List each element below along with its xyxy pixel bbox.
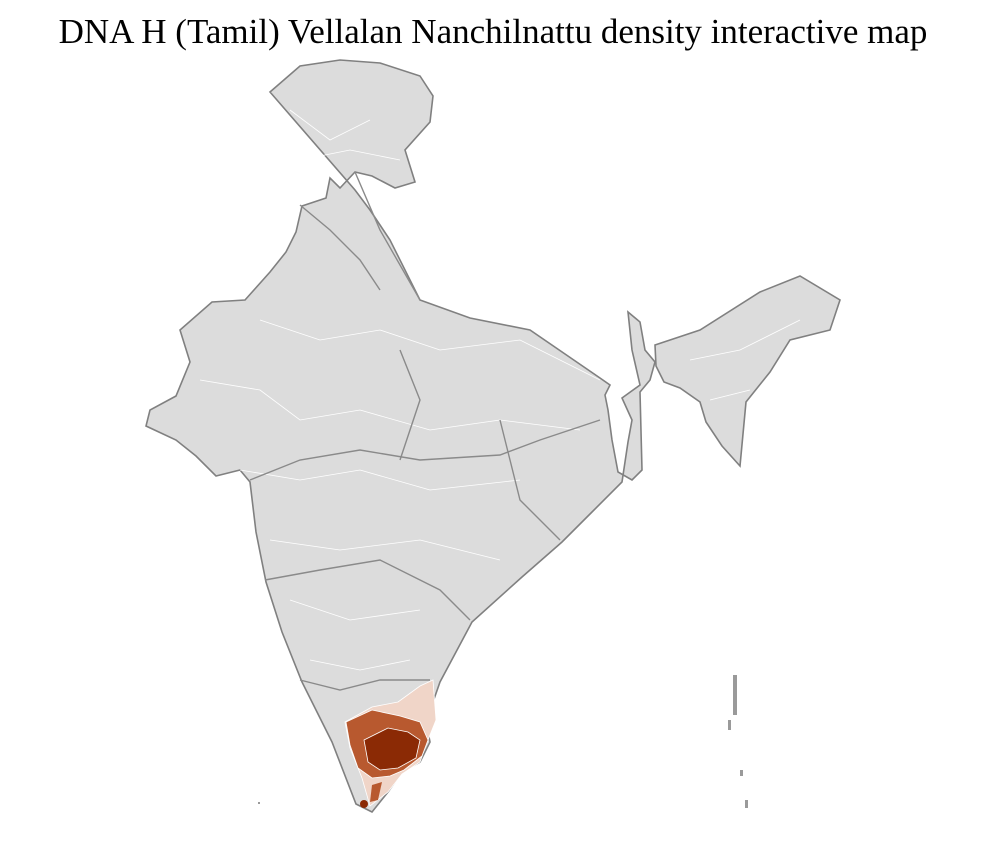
andaman-islands[interactable] — [258, 675, 748, 808]
map-title: DNA H (Tamil) Vellalan Nanchilnattu dens… — [58, 12, 928, 51]
district-boundaries — [199, 109, 801, 691]
density-high-region[interactable] — [363, 727, 421, 771]
density-medium-south[interactable] — [370, 782, 382, 802]
northeast-region[interactable] — [654, 275, 841, 468]
tamil-nadu-density[interactable] — [344, 679, 437, 808]
india-mainland[interactable] — [145, 59, 656, 814]
density-high-tip[interactable] — [360, 800, 368, 808]
